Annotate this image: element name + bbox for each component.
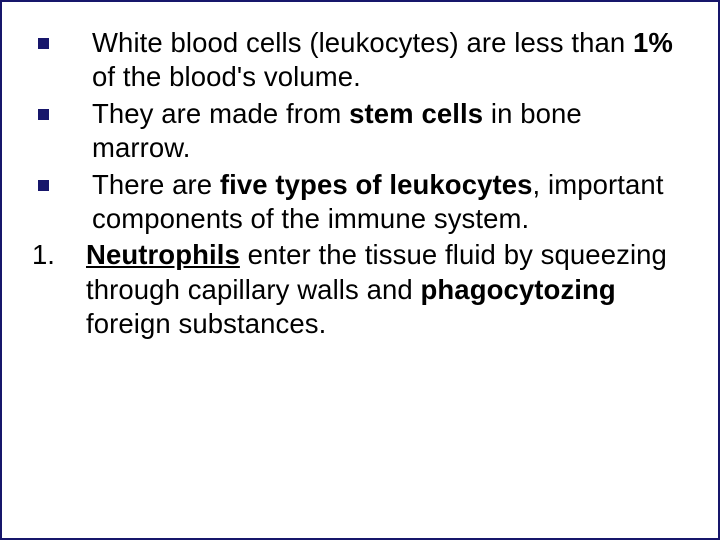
list-item-text: They are made from stem cells in bone ma… — [92, 97, 688, 166]
slide: White blood cells (leukocytes) are less … — [0, 0, 720, 540]
text-segment: foreign substances. — [86, 308, 326, 339]
list-item: 1.Neutrophils enter the tissue fluid by … — [32, 238, 688, 341]
text-segment: five types of leukocytes — [220, 169, 533, 200]
text-segment: White blood cells (leukocytes) are less … — [92, 27, 633, 58]
square-bullet-icon — [32, 168, 92, 191]
text-segment: phagocytozing — [421, 274, 616, 305]
list-item: White blood cells (leukocytes) are less … — [32, 26, 688, 95]
text-segment: 1% — [633, 27, 673, 58]
bullet-list: White blood cells (leukocytes) are less … — [32, 26, 688, 341]
list-item-text: White blood cells (leukocytes) are less … — [92, 26, 688, 95]
list-item: They are made from stem cells in bone ma… — [32, 97, 688, 166]
text-segment: They are made from — [92, 98, 349, 129]
list-item: There are five types of leukocytes, impo… — [32, 168, 688, 237]
text-segment: stem cells — [349, 98, 483, 129]
square-bullet-icon — [32, 97, 92, 120]
number-marker: 1. — [32, 238, 86, 272]
list-item-text: Neutrophils enter the tissue fluid by sq… — [86, 238, 688, 341]
text-segment: There are — [92, 169, 220, 200]
square-bullet-icon — [32, 26, 92, 49]
text-segment: of the blood's volume. — [92, 61, 361, 92]
list-item-text: There are five types of leukocytes, impo… — [92, 168, 688, 237]
text-segment: Neutrophils — [86, 239, 240, 270]
